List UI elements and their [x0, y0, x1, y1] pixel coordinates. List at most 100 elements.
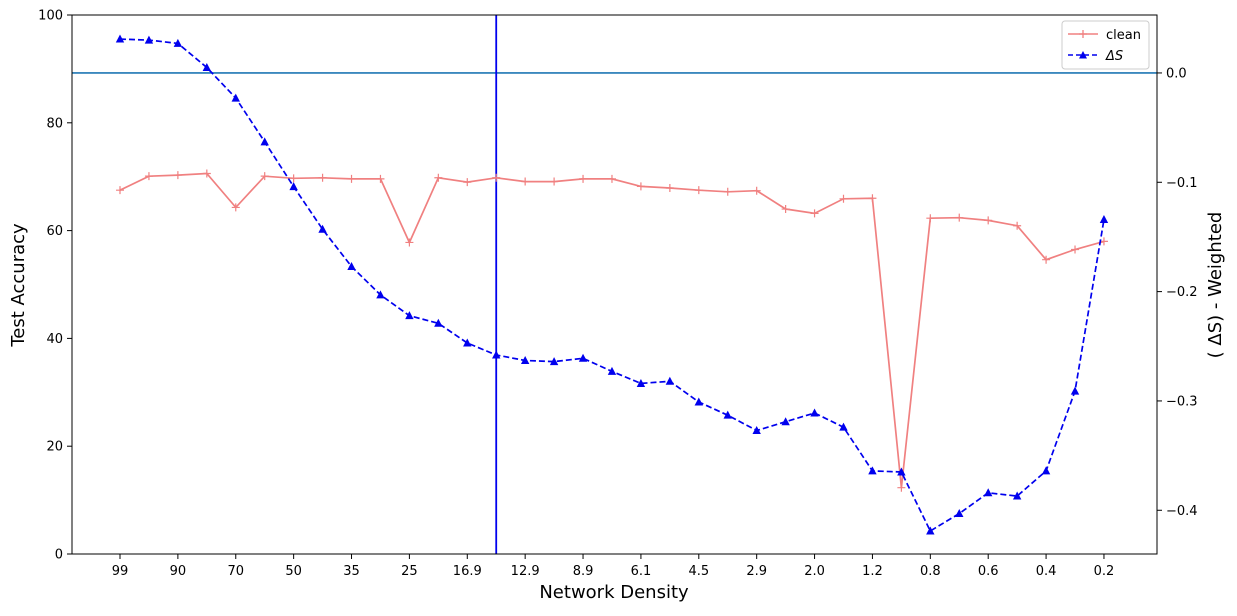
series-0-point-5: [260, 172, 269, 181]
x-tick-label-5: 25: [401, 564, 418, 579]
series-0-point-8: [347, 174, 356, 183]
series-0-point-19: [665, 184, 674, 193]
y-left-tick-label-3: 60: [46, 224, 63, 239]
y-axis-right-label: ( ΔS) - Weighted: [1205, 212, 1226, 359]
series-layer: [115, 34, 1109, 535]
y-right-tick-label-1: −0.3: [1166, 394, 1198, 409]
series-1-point-32: [1041, 466, 1051, 475]
series-0-point-31: [1013, 221, 1022, 230]
series-1-point-26: [868, 466, 877, 475]
plot-area-frame: [71, 14, 1158, 555]
series-1-point-19: [665, 376, 675, 385]
series-0-point-2: [173, 171, 182, 180]
series-0-point-17: [607, 174, 616, 183]
series-0-point-26: [868, 194, 877, 203]
legend-marker-delta-s: [1079, 51, 1087, 59]
series-1-point-21: [723, 410, 732, 419]
series-1-point-6: [289, 182, 298, 191]
series-0-point-7: [318, 173, 327, 182]
x-tick-label-6: 16.9: [453, 564, 482, 579]
series-1-point-28: [926, 526, 935, 535]
series-0-point-1: [144, 172, 153, 181]
series-0-point-16: [579, 174, 588, 183]
legend-label-clean: clean: [1106, 28, 1141, 43]
x-tick-label-11: 2.9: [746, 564, 767, 579]
series-1-point-27: [897, 467, 906, 476]
series-0-point-4: [231, 203, 240, 212]
y-right-tick-label-0: −0.4: [1166, 504, 1198, 519]
y-left-tick-label-1: 20: [46, 440, 63, 455]
series-1-point-15: [549, 357, 559, 366]
y-left-tick-label-5: 100: [38, 9, 63, 24]
series-1-point-23: [781, 417, 790, 426]
series-1-point-5: [260, 137, 269, 146]
series-0-point-6: [289, 174, 298, 183]
series-0-point-13: [492, 173, 501, 182]
series-0-point-0: [116, 186, 124, 195]
series-0-point-29: [955, 213, 964, 222]
series-1-point-2: [173, 38, 183, 47]
y-right-tick-label-4: 0.0: [1166, 66, 1187, 81]
x-tick-label-17: 0.2: [1094, 564, 1115, 579]
x-tick-label-14: 0.8: [920, 564, 941, 579]
series-1-point-20: [694, 397, 703, 406]
series-1-point-18: [636, 378, 646, 387]
reference-lines: [72, 15, 1157, 554]
x-axis-label: Network Density: [539, 582, 689, 603]
y-left-tick-label-2: 40: [46, 332, 63, 347]
series-1-point-34: [1099, 214, 1109, 223]
series-0-point-32: [1042, 255, 1051, 264]
right-axis: −0.4 −0.3 −0.2 −0.1 0.0: [1157, 66, 1198, 519]
series-0-point-18: [636, 182, 645, 191]
legend: clean ΔS: [1061, 20, 1150, 70]
series-0-point-27: [897, 483, 906, 492]
series-1-point-30: [984, 488, 993, 497]
x-tick-label-4: 35: [343, 564, 360, 579]
series-0-point-10: [405, 238, 414, 247]
x-tick-label-10: 4.5: [688, 564, 709, 579]
series-0-point-9: [376, 174, 385, 183]
series-0-point-25: [839, 194, 848, 203]
series-1-point-10: [405, 311, 414, 320]
series-1-point-8: [347, 261, 356, 270]
series-1-point-12: [463, 338, 472, 347]
series-1-point-24: [810, 408, 819, 417]
series-1-point-17: [607, 366, 617, 375]
series-0-point-11: [434, 173, 443, 182]
series-0-point-14: [521, 177, 530, 186]
series-line-1: [119, 38, 1105, 533]
series-1-point-1: [144, 35, 154, 44]
series-0-point-30: [984, 216, 993, 225]
x-tick-label-13: 1.2: [862, 564, 883, 579]
y-right-tick-label-3: −0.1: [1166, 176, 1198, 191]
x-tick-label-12: 2.0: [804, 564, 825, 579]
series-0-point-33: [1071, 245, 1080, 254]
series-0-point-34: [1099, 237, 1108, 246]
series-1-point-29: [955, 509, 964, 518]
series-0-point-24: [810, 209, 819, 218]
series-1-point-4: [231, 93, 240, 102]
series-1-point-25: [839, 422, 848, 431]
series-0-point-23: [781, 205, 790, 214]
y-left-tick-label-0: 0: [55, 548, 63, 563]
series-0-point-28: [926, 214, 935, 223]
series-0-point-12: [463, 178, 472, 187]
x-tick-label-9: 6.1: [631, 564, 652, 579]
series-1-point-31: [1012, 491, 1022, 500]
series-1-point-0: [115, 34, 125, 43]
left-axis: 0 20 40 60 80 100: [38, 9, 72, 563]
series-1-point-33: [1070, 386, 1080, 395]
series-1-point-9: [376, 290, 385, 299]
x-tick-label-3: 50: [285, 564, 302, 579]
y-axis-left-label: Test Accuracy: [8, 223, 29, 348]
y-right-tick-label-2: −0.2: [1166, 285, 1198, 300]
series-0-point-22: [752, 186, 761, 195]
x-tick-label-15: 0.6: [978, 564, 999, 579]
series-line-0: [119, 172, 1105, 488]
series-1-point-22: [752, 425, 761, 434]
x-tick-label-8: 8.9: [573, 564, 594, 579]
series-0-point-20: [694, 186, 703, 195]
x-tick-label-2: 70: [227, 564, 244, 579]
series-1-point-14: [520, 355, 530, 364]
